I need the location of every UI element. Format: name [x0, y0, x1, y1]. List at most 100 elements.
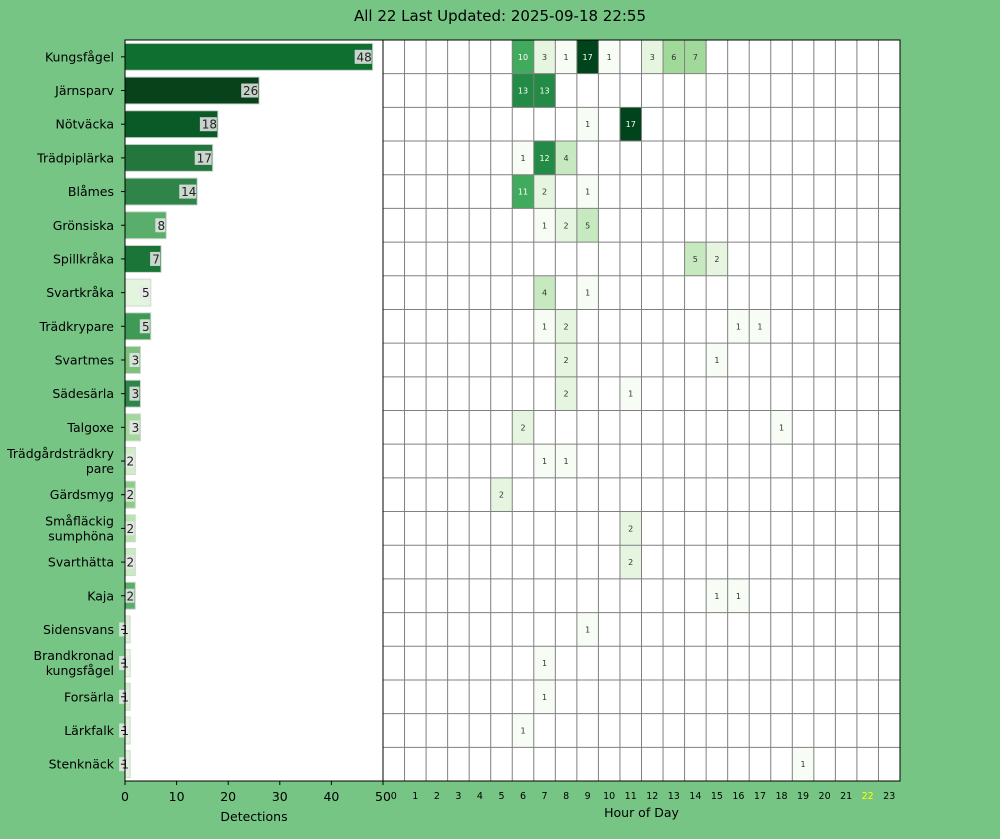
hour-tick-label: 6: [520, 791, 526, 802]
species-tick-label: Grönsiska: [53, 218, 114, 233]
bar-value-label: 2: [126, 455, 134, 469]
hour-tick-label: 19: [797, 791, 809, 802]
bar-value-box: [124, 555, 135, 570]
hour-tick-label: 12: [646, 791, 658, 802]
heatmap-cell-value: 2: [564, 221, 569, 230]
heatmap-cell-value: 2: [714, 255, 719, 264]
heatmap-cell: [598, 40, 620, 74]
heatmap-cell-value: 5: [585, 221, 590, 230]
species-tick-label: Sidensvans: [43, 622, 114, 637]
heatmap-cell: [727, 309, 750, 344]
heatmap-cell-value: 1: [542, 693, 547, 702]
heatmap-cell-value: 17: [626, 120, 636, 129]
bar-value-box: [139, 319, 150, 334]
bar-value-label: 17: [197, 151, 212, 165]
bar-value-box: [354, 49, 372, 64]
species-tick-label: Forsärla: [64, 689, 114, 704]
heatmap-cell-value: 2: [628, 558, 633, 567]
heatmap-cell: [533, 309, 556, 344]
chart-title: All 22 Last Updated: 2025-09-18 22:55: [354, 7, 646, 25]
bar-chart: 48 Kungsfågel 26 Järnsparv 18 Nötväcka 17 Trädp…: [6, 39, 391, 824]
heatmap-cell: [706, 578, 728, 613]
heatmap-cell-value: 1: [542, 221, 547, 230]
heatmap-cell: [555, 208, 577, 243]
bar-value-box: [124, 487, 135, 502]
x-axis-label: Detections: [220, 809, 287, 824]
heatmap-cell: [576, 275, 599, 310]
heatmap-cell-value: 1: [520, 154, 525, 163]
bar: [124, 76, 260, 105]
heatmap-cell-value: 12: [539, 154, 549, 163]
heatmap-cell: [533, 73, 556, 108]
hour-tick-label: 4: [477, 791, 483, 802]
heatmap-cell-value: 1: [714, 356, 719, 365]
hour-tick-label: 16: [732, 791, 744, 802]
heatmap-cell: [533, 275, 556, 310]
heatmap-cell: [684, 242, 707, 276]
heatmap-cell-value: 2: [564, 390, 569, 399]
bar-value-label: 2: [126, 556, 134, 570]
heatmap-cell-value: 2: [628, 524, 633, 533]
hour-tick-label: 21: [840, 791, 852, 802]
heatmap-cell-value: 13: [518, 87, 528, 96]
heatmap-cell: [533, 141, 556, 175]
heatmap-cell: [727, 578, 750, 613]
hour-tick-label: 2: [434, 791, 440, 802]
x-tick-label: 50: [375, 789, 391, 804]
bar-value-box: [129, 386, 140, 401]
bar-value-box: [150, 251, 161, 266]
heatmap-cell: [770, 410, 793, 445]
bar: [124, 42, 374, 71]
bar-value-box: [194, 150, 212, 165]
x-tick-label: 10: [169, 789, 185, 804]
heatmap-cell: [576, 107, 599, 142]
heatmap-cell: [619, 545, 642, 579]
heatmap-cell-value: 1: [628, 390, 633, 399]
heatmap-cell: [576, 174, 599, 209]
heatmap-cell-value: 3: [650, 53, 655, 62]
bar-value-label: 26: [243, 84, 258, 98]
hour-tick-label: 20: [819, 791, 831, 802]
heatmap-cell-value: 7: [693, 53, 698, 62]
hour-tick-label: 3: [455, 791, 461, 802]
heatmap-cell-value: 1: [564, 457, 569, 466]
heatmap-cell: [619, 107, 642, 142]
bar-value-box: [139, 285, 150, 300]
heatmap-cell-value: 1: [542, 322, 547, 331]
bar-value-box: [124, 588, 135, 603]
bar-value-label: 2: [126, 522, 134, 536]
heatmap-cell: [684, 40, 707, 74]
hour-tick-label: 18: [775, 791, 787, 802]
heatmap-cell-value: 17: [583, 53, 593, 62]
species-tick-label: Lärkfalk: [64, 723, 115, 738]
hour-axis-label: Hour of Day: [604, 805, 679, 820]
bar-value-box: [129, 420, 140, 435]
heatmap-cell: [555, 309, 577, 344]
heatmap-cell-value: 1: [564, 53, 569, 62]
heatmap-cell-value: 1: [736, 322, 741, 331]
heatmap-cell-value: 4: [542, 289, 547, 298]
species-tick-label: Svartkråka: [46, 285, 114, 300]
heatmap-cell: [512, 174, 534, 209]
hour-tick-label: 8: [563, 791, 569, 802]
heatmap-cell-value: 1: [585, 289, 590, 298]
species-tick-label: Trädpiplärka: [36, 150, 114, 165]
heatmap-cell-value: 1: [585, 625, 590, 634]
hour-tick-label: 9: [585, 791, 591, 802]
x-tick-label: 20: [220, 789, 236, 804]
heatmap-cell-value: 6: [671, 53, 676, 62]
species-tick-label: Trädkrypare: [39, 319, 115, 334]
hour-tick-label: 22: [862, 791, 874, 802]
heatmap-cell-value: 1: [779, 423, 784, 432]
hour-tick-label: 13: [668, 791, 680, 802]
heatmap-cell-value: 2: [542, 188, 547, 197]
species-tick-label: Svartmes: [55, 352, 114, 367]
heatmap-cell: [749, 309, 771, 344]
heatmap-cell: [576, 40, 599, 74]
heatmap-cell: [555, 444, 577, 478]
heatmap-cell: [512, 40, 534, 74]
heatmap-cell: [512, 73, 534, 108]
bar-value-label: 14: [181, 185, 196, 199]
bar-value-label: 8: [157, 219, 165, 233]
